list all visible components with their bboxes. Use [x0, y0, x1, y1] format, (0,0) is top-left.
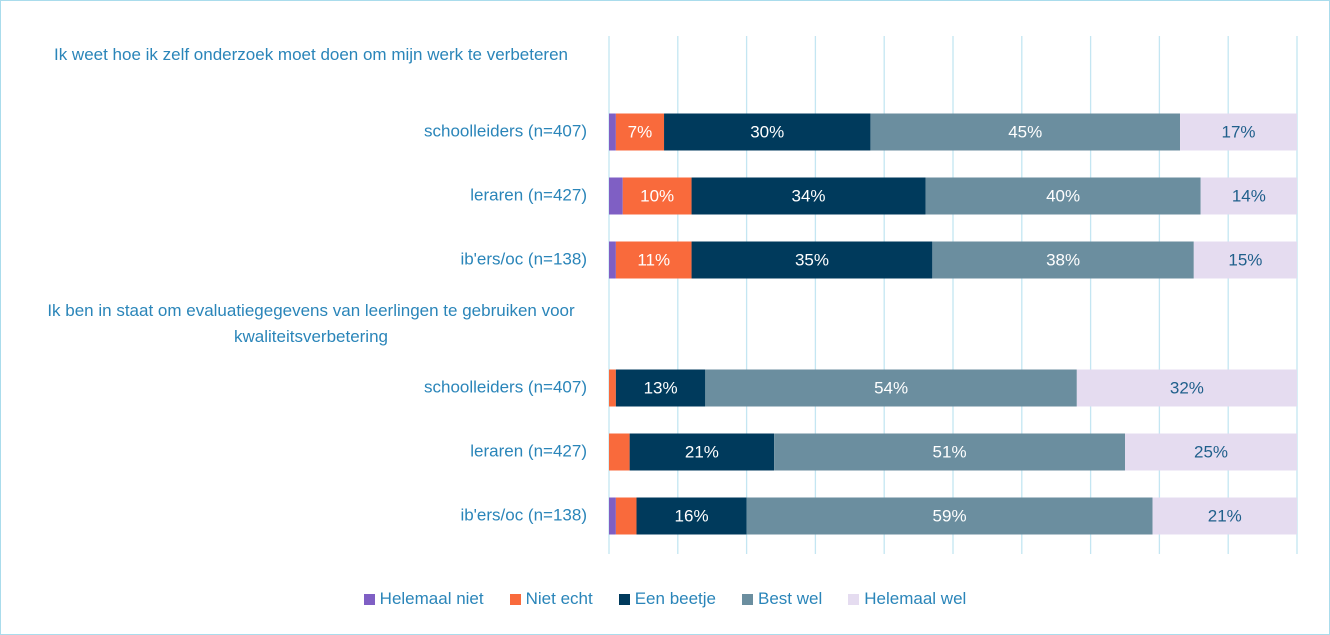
legend-label: Helemaal niet	[379, 589, 484, 608]
legend-swatch	[742, 593, 754, 605]
legend-label: Een beetje	[634, 589, 717, 608]
legend-label: Best wel	[758, 589, 823, 608]
bar-segment	[691, 241, 933, 279]
bar-segment	[870, 113, 1181, 151]
bar-segment	[746, 497, 1153, 535]
data-label: 45%	[1008, 122, 1042, 141]
data-label: 15%	[1228, 250, 1262, 269]
data-label: 59%	[933, 506, 967, 525]
group-header: Ik ben in staat om evaluatiegegevens van…	[47, 301, 575, 346]
legend-swatch	[509, 593, 521, 605]
bar-segment	[664, 113, 871, 151]
bar-segment	[629, 433, 775, 471]
data-label: 14%	[1232, 186, 1266, 205]
bar-segment	[705, 369, 1077, 407]
data-label: 51%	[933, 442, 967, 461]
bar-segment	[609, 497, 616, 535]
data-label: 16%	[675, 506, 709, 525]
data-label: 21%	[1208, 506, 1242, 525]
bar-segment	[615, 113, 665, 151]
data-label: 30%	[750, 122, 784, 141]
group-header: Ik weet hoe ik zelf onderzoek moet doen …	[53, 45, 569, 64]
data-label: 38%	[1046, 250, 1080, 269]
bar-segment	[691, 177, 926, 215]
legend-item: Een beetje	[618, 589, 717, 609]
legend-item: Best wel	[742, 589, 822, 609]
bar-segment	[615, 241, 692, 279]
data-label: 35%	[795, 250, 829, 269]
data-label: 54%	[874, 378, 908, 397]
bar-segment	[615, 369, 706, 407]
legend-label: Niet echt	[525, 589, 593, 608]
bar-segment	[1193, 241, 1297, 279]
bar-segment	[609, 433, 630, 471]
data-label: 10%	[640, 186, 674, 205]
legend-swatch	[363, 593, 375, 605]
data-label: 25%	[1194, 442, 1228, 461]
y-tick-label: schoolleiders (n=407)	[424, 377, 587, 396]
y-tick-label: leraren (n=427)	[470, 185, 587, 204]
bar-segment	[1180, 113, 1297, 151]
bar-segment	[615, 497, 637, 535]
y-tick-label: ib'ers/oc (n=138)	[460, 249, 587, 268]
bar-segment	[609, 113, 616, 151]
y-tick-label: ib'ers/oc (n=138)	[460, 505, 587, 524]
bar-segment	[1076, 369, 1297, 407]
legend-swatch	[848, 593, 860, 605]
legend-swatch	[618, 593, 630, 605]
data-label: 32%	[1170, 378, 1204, 397]
y-tick-label: leraren (n=427)	[470, 441, 587, 460]
data-label: 34%	[792, 186, 826, 205]
data-label: 11%	[637, 250, 670, 269]
bar-segment	[609, 241, 616, 279]
bar-segment	[636, 497, 747, 535]
data-label: 40%	[1046, 186, 1080, 205]
data-label: 21%	[685, 442, 719, 461]
bar-segment	[609, 177, 623, 215]
bar-segment	[925, 177, 1201, 215]
y-tick-label: schoolleiders (n=407)	[424, 121, 587, 140]
bar-segment	[932, 241, 1194, 279]
bar-segment	[1200, 177, 1297, 215]
legend-item: Niet echt	[509, 589, 593, 609]
legend: Helemaal niet Niet echt Een beetje Best wel…	[1, 589, 1329, 609]
data-label: 17%	[1222, 122, 1256, 141]
data-label: 13%	[644, 378, 678, 397]
bar-segment	[1152, 497, 1297, 535]
bar-segment	[609, 369, 616, 407]
legend-item: Helemaal niet	[363, 589, 484, 609]
legend-item: Helemaal wel	[848, 589, 966, 609]
bar-segment	[1125, 433, 1297, 471]
bar-segment	[774, 433, 1125, 471]
bar-segment	[622, 177, 692, 215]
data-label: 7%	[628, 122, 653, 141]
legend-label: Helemaal wel	[864, 589, 967, 608]
